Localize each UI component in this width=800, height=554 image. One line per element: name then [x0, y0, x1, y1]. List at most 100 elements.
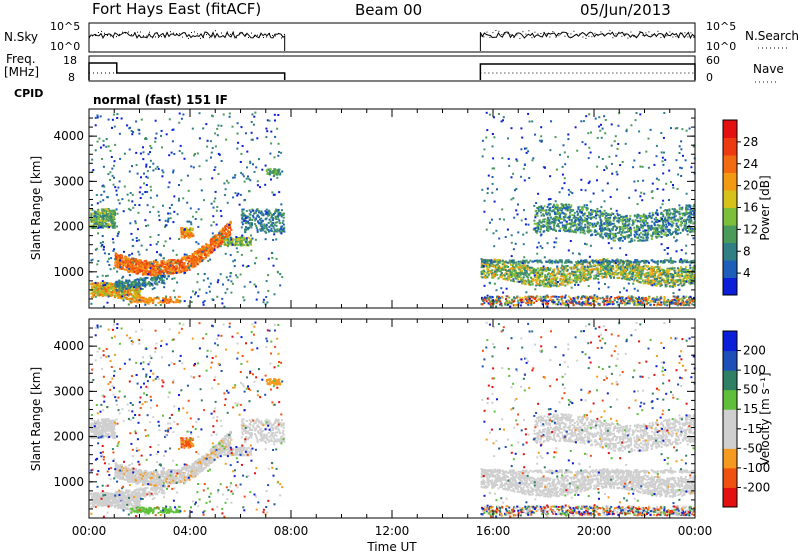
- power-cell: [149, 151, 151, 154]
- power-cell: [167, 212, 170, 215]
- power-cell: [107, 286, 110, 289]
- power-cell: [566, 283, 569, 286]
- power-cell: [134, 265, 136, 268]
- power-cell: [190, 221, 193, 224]
- power-cell: [153, 282, 156, 285]
- power-cell: [225, 233, 228, 236]
- power-cell: [119, 254, 122, 257]
- power-cell: [245, 210, 248, 212]
- power-cell: [105, 283, 108, 286]
- power-cell: [659, 273, 662, 276]
- power-cell: [266, 301, 269, 304]
- power-cell: [151, 278, 154, 281]
- power-cell: [139, 278, 142, 281]
- power-cell: [159, 253, 162, 256]
- power-cell: [676, 267, 679, 270]
- power-cell: [559, 279, 562, 282]
- power-cell: [143, 269, 146, 272]
- power-cell: [522, 281, 525, 284]
- power-cell: [124, 282, 127, 285]
- power-cell: [560, 275, 563, 278]
- power-cell: [128, 254, 131, 257]
- power-cell: [481, 276, 484, 279]
- power-cell: [241, 173, 244, 176]
- nsky-dot: [173, 32, 174, 34]
- power-cell: [576, 268, 579, 271]
- power-cell: [121, 254, 123, 257]
- power-cell: [270, 178, 272, 181]
- power-cell: [202, 301, 205, 304]
- power-cell: [122, 210, 125, 213]
- power-cell: [111, 294, 114, 297]
- power-cell: [280, 203, 283, 206]
- power-cell: [235, 239, 238, 242]
- power-cell: [129, 293, 132, 296]
- cpid-text: normal (fast) 151 IF: [93, 93, 228, 107]
- power-cell: [282, 216, 285, 219]
- power-cell: [535, 271, 538, 274]
- power-cell: [273, 168, 275, 171]
- power-cell: [653, 278, 656, 281]
- power-cell: [240, 152, 243, 155]
- power-cell: [162, 265, 165, 268]
- power-cell: [616, 276, 619, 279]
- power-cell: [221, 235, 224, 238]
- power-cell: [483, 276, 486, 279]
- power-cell: [148, 273, 151, 276]
- power-cell: [109, 286, 112, 289]
- power-cell: [226, 233, 229, 236]
- power-cell: [157, 274, 160, 277]
- nsky-dot: [209, 37, 210, 39]
- power-cell: [168, 259, 171, 262]
- nsky-dot: [663, 34, 665, 36]
- power-cell: [273, 193, 276, 196]
- power-cell: [218, 238, 221, 241]
- power-cell: [197, 225, 200, 228]
- power-cell: [491, 276, 494, 279]
- power-cell: [507, 265, 509, 268]
- nsky-dot: [242, 32, 243, 34]
- power-cell: [186, 201, 189, 204]
- power-cell: [139, 259, 142, 262]
- power-cell: [678, 276, 681, 279]
- power-cell: [141, 283, 144, 286]
- power-cell: [252, 209, 255, 212]
- power-cell: [126, 289, 129, 292]
- power-cell: [625, 264, 628, 267]
- power-cell: [684, 271, 687, 274]
- power-cell: [550, 277, 553, 280]
- power-cell: [538, 273, 541, 276]
- power-cell: [119, 285, 122, 288]
- power-cell: [283, 230, 286, 233]
- power-cell: [572, 274, 575, 277]
- power-cell: [255, 285, 257, 288]
- power-cell: [162, 298, 165, 301]
- power-cell: [690, 270, 693, 273]
- power-cell: [499, 268, 502, 271]
- power-cell: [160, 265, 162, 268]
- power-cell: [166, 299, 169, 301]
- power-cell: [113, 289, 116, 292]
- power-cell: [173, 265, 176, 268]
- power-cell: [104, 221, 107, 224]
- nsky-dot: [594, 32, 596, 34]
- power-cell: [280, 215, 283, 218]
- power-cell: [172, 269, 175, 272]
- power-cell: [93, 294, 96, 297]
- power-cell: [224, 243, 227, 246]
- power-cell: [116, 270, 119, 273]
- power-cell: [127, 281, 130, 284]
- power-cell: [219, 242, 222, 245]
- power-cell: [270, 142, 273, 145]
- power-cell: [162, 299, 164, 302]
- power-cell: [105, 288, 108, 291]
- power-cell: [659, 285, 662, 288]
- power-cell: [227, 230, 230, 233]
- power-cell: [110, 156, 113, 158]
- power-cell: [105, 215, 107, 218]
- power-cell: [659, 272, 662, 274]
- power-cell: [597, 271, 599, 273]
- power-cell: [157, 240, 160, 243]
- power-cell: [509, 271, 512, 274]
- power-cell: [172, 272, 175, 275]
